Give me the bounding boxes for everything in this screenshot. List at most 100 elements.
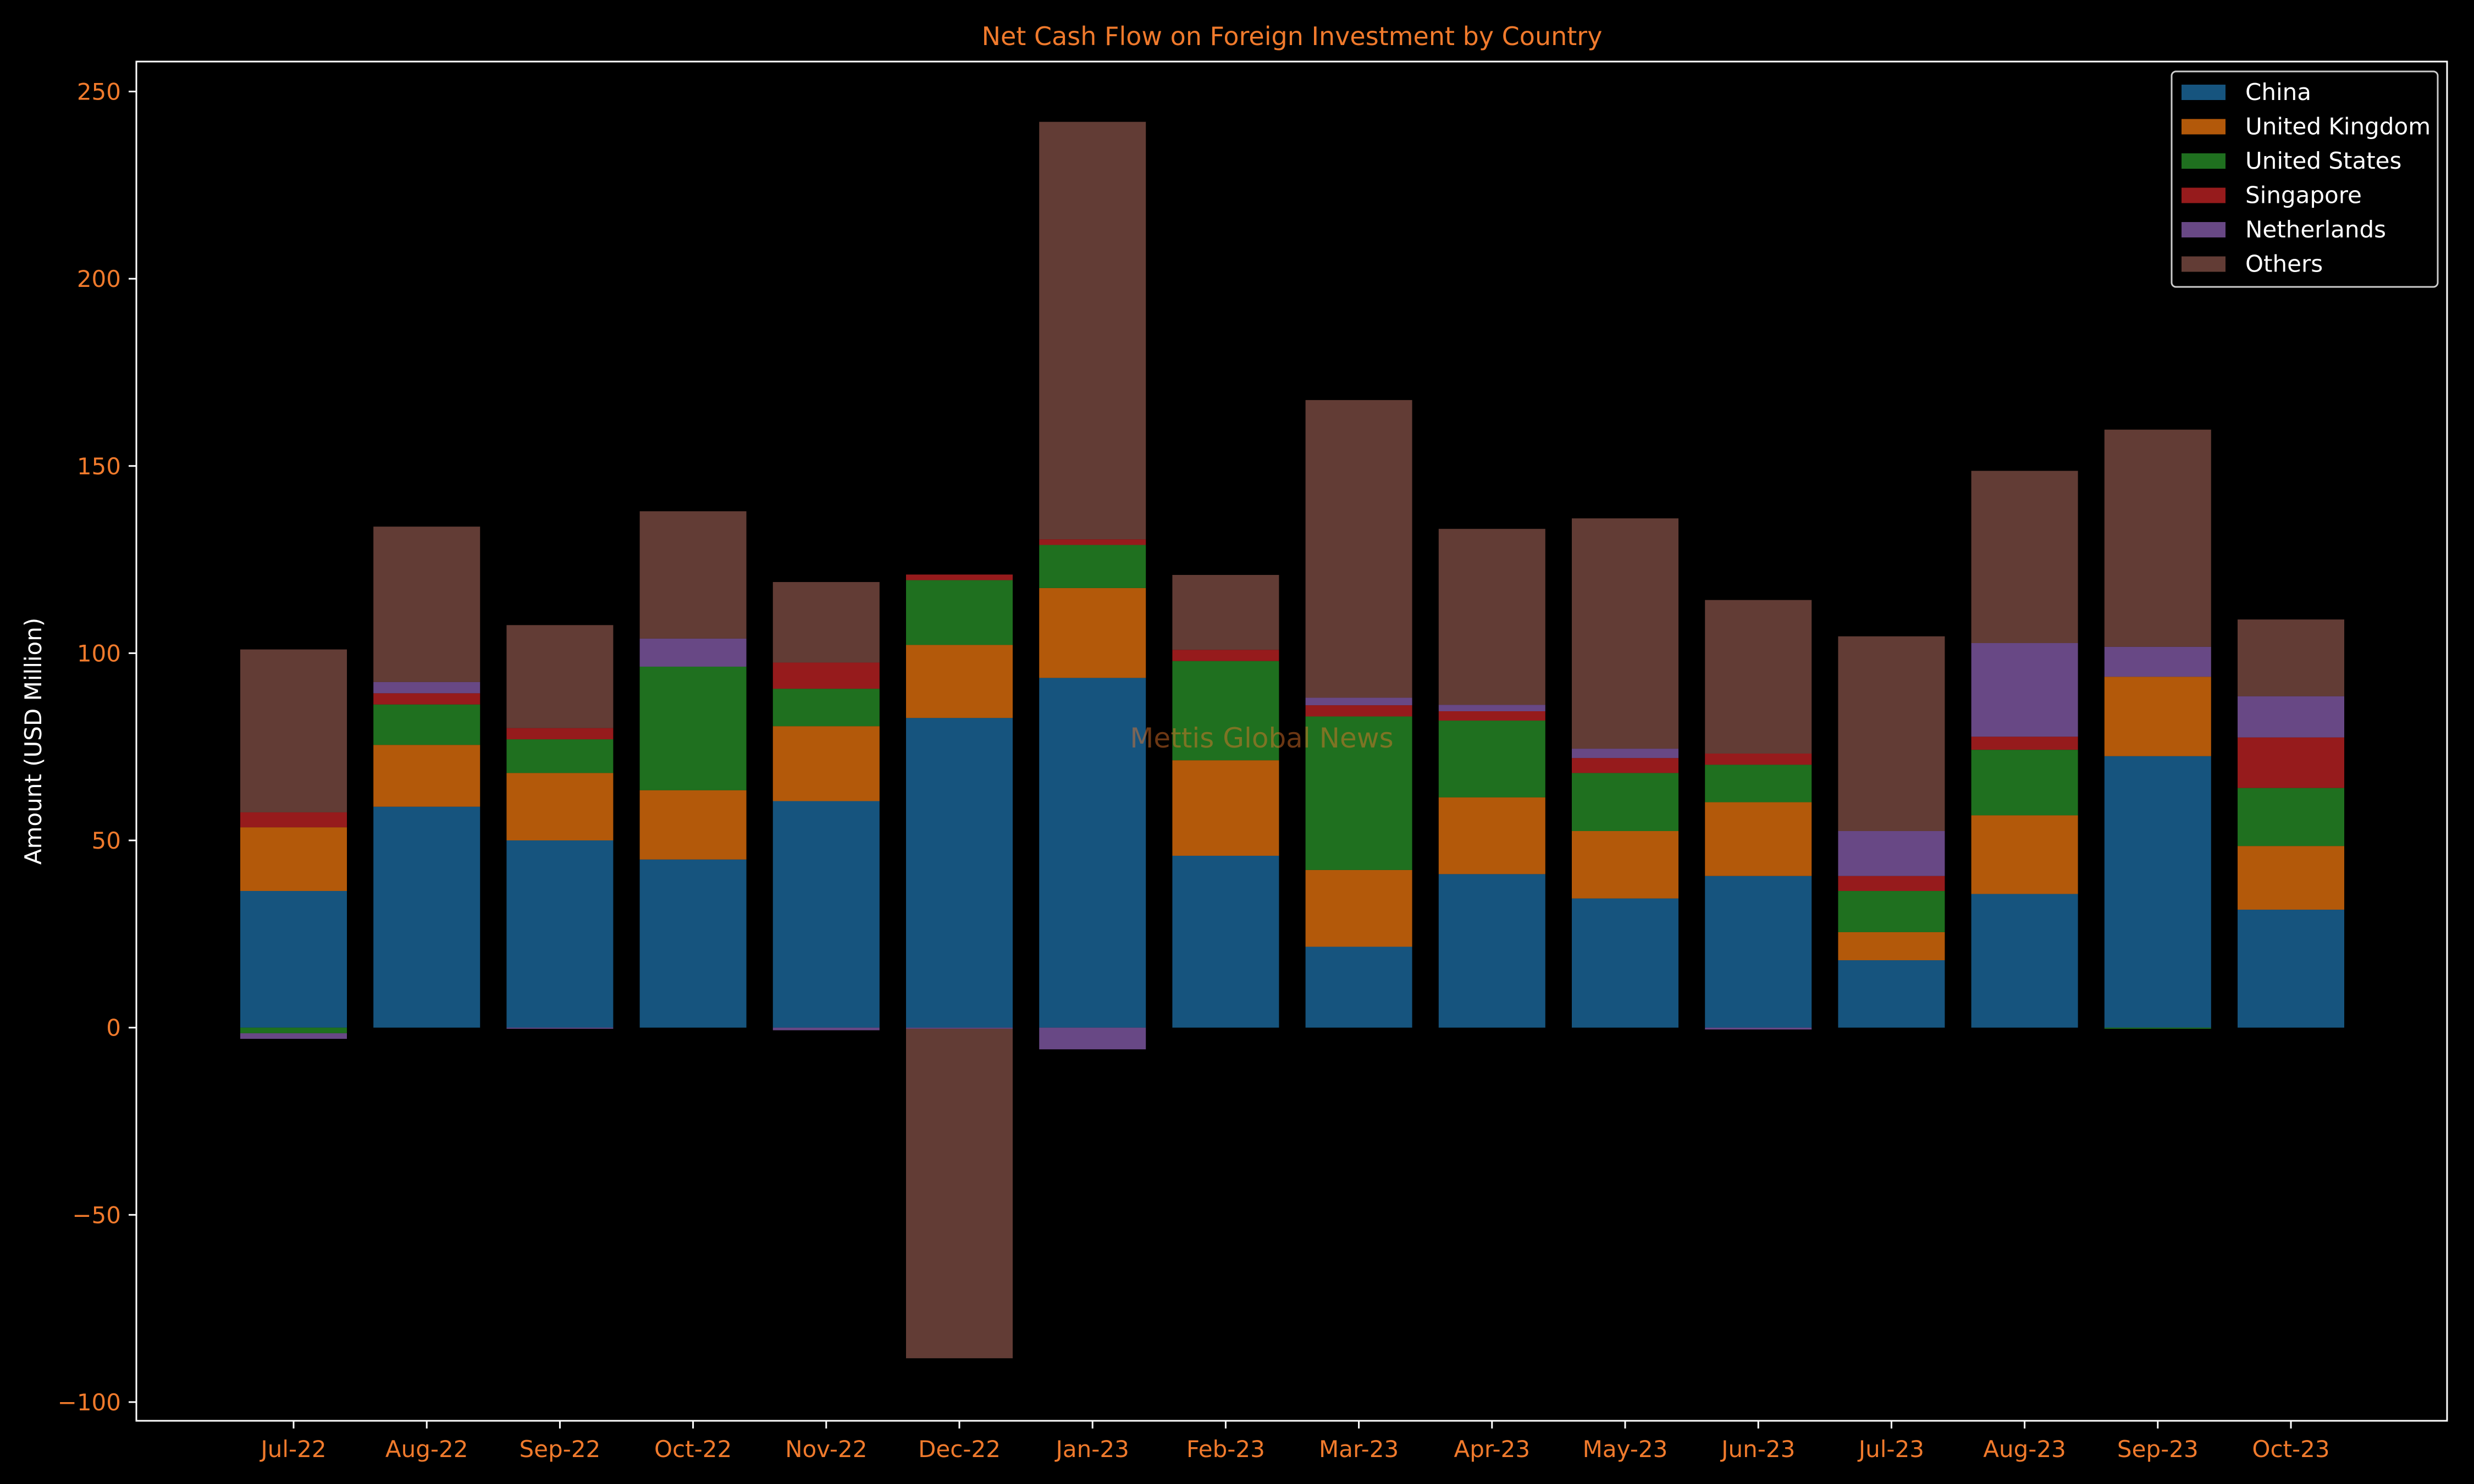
- bar-united-states-dec-22: [906, 580, 1013, 645]
- x-tick-label: Jan-23: [1054, 1436, 1129, 1463]
- legend-label: United Kingdom: [2245, 113, 2431, 140]
- y-tick-label: 150: [77, 453, 121, 480]
- bar-netherlands-aug-23: [1971, 643, 2078, 737]
- bar-china-sep-22: [506, 840, 614, 1028]
- bar-united-states-jan-23: [1039, 545, 1146, 588]
- bar-others-aug-22: [373, 527, 481, 682]
- bar-united-kingdom-apr-23: [1438, 797, 1545, 874]
- x-tick-label: Apr-23: [1454, 1436, 1531, 1463]
- bar-china-dec-22: [906, 718, 1013, 1028]
- x-tick-label: Sep-22: [520, 1436, 601, 1463]
- x-axis-ticks: Jul-22 Aug-22 Sep-22 Oct-22 Nov-22 Dec-22 Jan-…: [259, 1421, 2330, 1463]
- x-tick-label: Aug-23: [1983, 1436, 2066, 1463]
- bars-layer: [240, 121, 2344, 1359]
- bar-others-aug-23: [1971, 470, 2078, 644]
- bar-united-states-apr-23: [1438, 721, 1545, 798]
- bar-united-states-oct-22: [639, 666, 747, 790]
- bar-united-kingdom-jun-23: [1705, 802, 1812, 876]
- bar-netherlands-jan-23: [1039, 1027, 1146, 1050]
- y-axis-ticks: −100 −50 0 50 100 150 200 250: [58, 79, 136, 1416]
- bar-china-oct-23: [2238, 910, 2344, 1028]
- bar-others-feb-23: [1172, 575, 1279, 650]
- bar-united-kingdom-jul-22: [240, 827, 347, 891]
- legend-label: Singapore: [2245, 182, 2362, 209]
- bar-united-states-aug-22: [373, 704, 481, 745]
- x-tick-label: Feb-23: [1186, 1436, 1265, 1463]
- bar-united-kingdom-sep-23: [2104, 677, 2211, 756]
- plot-frame: [135, 60, 2448, 1422]
- x-tick-label: May-23: [1583, 1436, 1668, 1463]
- x-tick-label: Jul-23: [1857, 1436, 1924, 1463]
- bar-united-kingdom-oct-23: [2238, 846, 2344, 910]
- x-tick-label: Mar-23: [1319, 1436, 1399, 1463]
- bar-others-may-23: [1572, 518, 1678, 749]
- bar-china-jul-22: [240, 891, 347, 1028]
- bar-singapore-aug-22: [373, 693, 481, 705]
- y-tick-label: 100: [77, 640, 121, 667]
- bar-china-mar-23: [1305, 946, 1412, 1028]
- bar-netherlands-sep-22: [506, 1027, 614, 1029]
- bar-china-feb-23: [1172, 855, 1279, 1028]
- y-tick-label: 250: [77, 79, 121, 106]
- legend-label: Others: [2245, 251, 2323, 278]
- y-tick-label: −100: [58, 1389, 121, 1416]
- bar-united-kingdom-mar-23: [1305, 870, 1412, 947]
- bar-netherlands-nov-22: [772, 1027, 880, 1031]
- bar-china-apr-23: [1438, 874, 1545, 1028]
- bar-others-jul-22: [240, 649, 347, 812]
- bar-others-dec-22: [906, 1028, 1013, 1359]
- bar-netherlands-oct-23: [2238, 696, 2344, 738]
- x-tick-label: Sep-23: [2117, 1436, 2199, 1463]
- bar-others-oct-23: [2238, 619, 2344, 696]
- bar-china-jul-23: [1838, 960, 1945, 1028]
- bar-singapore-jul-22: [240, 812, 347, 828]
- bar-netherlands-dec-22: [906, 1027, 1013, 1029]
- bar-singapore-sep-22: [506, 728, 614, 740]
- legend-label: Netherlands: [2245, 216, 2386, 243]
- legend-label: United States: [2245, 147, 2401, 174]
- legend-swatch: [2182, 119, 2226, 135]
- bar-others-jul-23: [1838, 636, 1945, 832]
- bar-netherlands-jul-22: [240, 1033, 347, 1039]
- bar-united-kingdom-may-23: [1572, 831, 1678, 899]
- bar-netherlands-oct-22: [639, 638, 747, 667]
- bar-united-states-mar-23: [1305, 716, 1412, 870]
- bar-united-states-jul-23: [1838, 891, 1945, 932]
- legend: China United Kingdom United States Singapor…: [2171, 70, 2439, 288]
- legend-swatch: [2182, 153, 2226, 169]
- bar-netherlands-may-23: [1572, 749, 1678, 758]
- bar-united-states-sep-23: [2104, 1027, 2211, 1029]
- y-tick-label: 200: [77, 265, 121, 292]
- bar-china-may-23: [1572, 898, 1678, 1028]
- bar-others-mar-23: [1305, 400, 1412, 698]
- bar-singapore-may-23: [1572, 758, 1678, 773]
- bar-netherlands-sep-23: [2104, 646, 2211, 677]
- bar-others-sep-22: [506, 625, 614, 728]
- bar-china-aug-22: [373, 806, 481, 1028]
- bar-singapore-jul-23: [1838, 876, 1945, 891]
- legend-swatch: [2182, 256, 2226, 272]
- bar-netherlands-aug-22: [373, 682, 481, 694]
- watermark: Mettis Global News: [1130, 722, 1393, 754]
- bar-china-oct-22: [639, 859, 747, 1028]
- y-tick-label: 50: [92, 827, 121, 854]
- bar-others-oct-22: [639, 511, 747, 639]
- bar-united-states-feb-23: [1172, 661, 1279, 761]
- bar-china-aug-23: [1971, 894, 2078, 1028]
- x-tick-label: Jun-23: [1720, 1436, 1795, 1463]
- x-tick-label: Nov-22: [785, 1436, 867, 1463]
- x-tick-label: Oct-22: [654, 1436, 732, 1463]
- bar-others-apr-23: [1438, 529, 1545, 705]
- bar-united-kingdom-oct-22: [639, 790, 747, 860]
- bar-united-kingdom-aug-22: [373, 745, 481, 807]
- bar-netherlands-mar-23: [1305, 697, 1412, 706]
- legend-swatch: [2182, 187, 2226, 203]
- bar-united-states-jun-23: [1705, 765, 1812, 802]
- bar-united-kingdom-dec-22: [906, 645, 1013, 718]
- bar-united-kingdom-jul-23: [1838, 932, 1945, 961]
- legend-label: China: [2245, 79, 2311, 106]
- bar-singapore-feb-23: [1172, 650, 1279, 661]
- bar-singapore-dec-22: [906, 574, 1013, 580]
- x-tick-label: Oct-23: [2252, 1436, 2329, 1463]
